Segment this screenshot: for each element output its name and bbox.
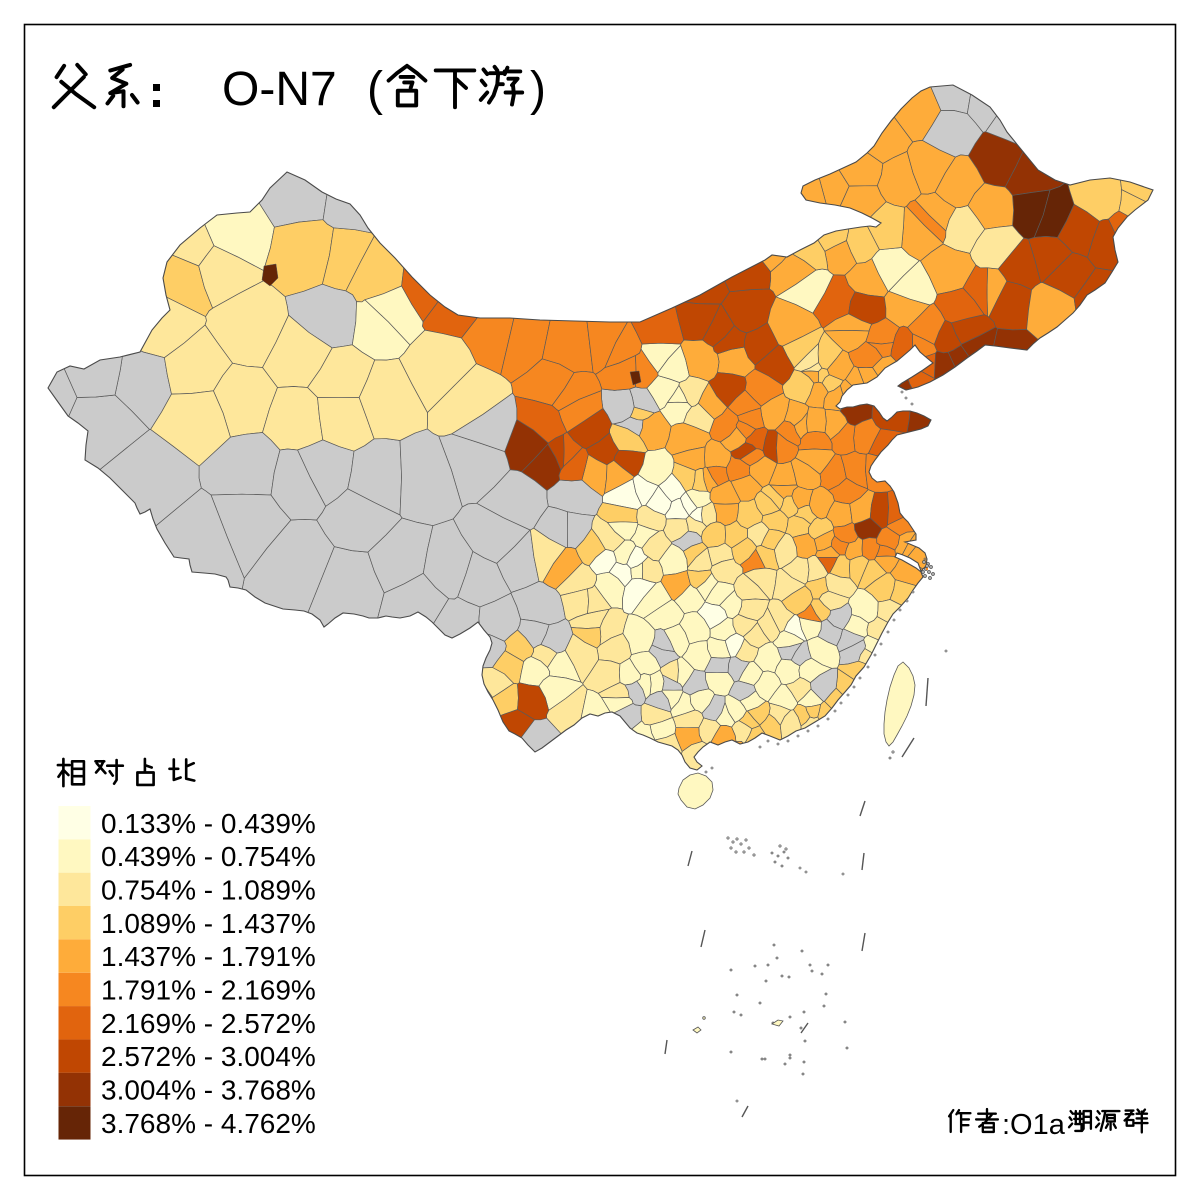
- svg-text:0.754% - 1.089%: 0.754% - 1.089%: [101, 875, 316, 906]
- svg-text:): ): [530, 63, 546, 116]
- svg-text:1.791% - 2.169%: 1.791% - 2.169%: [101, 975, 316, 1006]
- svg-text:2.572% - 3.004%: 2.572% - 3.004%: [101, 1041, 316, 1072]
- svg-text:3.768% - 4.762%: 3.768% - 4.762%: [101, 1108, 316, 1139]
- svg-text:0.133% - 0.439%: 0.133% - 0.439%: [101, 808, 316, 839]
- svg-text:(: (: [367, 63, 383, 116]
- svg-text:2.169% - 2.572%: 2.169% - 2.572%: [101, 1008, 316, 1039]
- svg-text:3.004% - 3.768%: 3.004% - 3.768%: [101, 1075, 316, 1106]
- svg-text:O-N7: O-N7: [222, 63, 337, 116]
- svg-text::O1a: :O1a: [1002, 1109, 1066, 1141]
- svg-text:1.089% - 1.437%: 1.089% - 1.437%: [101, 908, 316, 939]
- svg-text:1.437% - 1.791%: 1.437% - 1.791%: [101, 941, 316, 972]
- svg-text:0.439% - 0.754%: 0.439% - 0.754%: [101, 841, 316, 872]
